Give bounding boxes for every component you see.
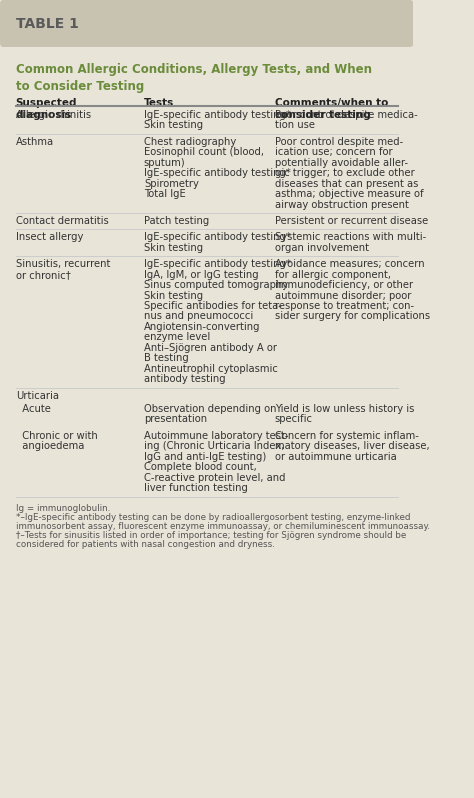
Text: Acute: Acute bbox=[16, 404, 51, 414]
Text: Angiotensin-converting: Angiotensin-converting bbox=[144, 322, 260, 332]
Text: IgE-specific antibody testing*: IgE-specific antibody testing* bbox=[144, 259, 291, 269]
FancyBboxPatch shape bbox=[0, 0, 414, 798]
Text: Poor control despite med-: Poor control despite med- bbox=[275, 137, 403, 147]
Text: Urticaria: Urticaria bbox=[16, 390, 59, 401]
Text: Antineutrophil cytoplasmic: Antineutrophil cytoplasmic bbox=[144, 364, 278, 373]
Text: angioedema: angioedema bbox=[16, 441, 84, 452]
Text: response to treatment; con-: response to treatment; con- bbox=[275, 301, 414, 311]
Text: Sinusitis, recurrent: Sinusitis, recurrent bbox=[16, 259, 110, 269]
Text: specific: specific bbox=[275, 414, 313, 425]
Text: Skin testing: Skin testing bbox=[144, 243, 203, 253]
FancyBboxPatch shape bbox=[0, 0, 413, 47]
Text: organ involvement: organ involvement bbox=[275, 243, 369, 253]
Text: Tests: Tests bbox=[144, 98, 174, 108]
Text: diseases that can present as: diseases that can present as bbox=[275, 179, 418, 188]
Text: Autoimmune laboratory test-: Autoimmune laboratory test- bbox=[144, 431, 288, 440]
Text: ication use; concern for: ication use; concern for bbox=[275, 148, 392, 157]
Text: matory diseases, liver disease,: matory diseases, liver disease, bbox=[275, 441, 429, 452]
Text: potentially avoidable aller-: potentially avoidable aller- bbox=[275, 158, 408, 168]
Text: Yield is low unless history is: Yield is low unless history is bbox=[275, 404, 414, 414]
Text: or autoimmune urticaria: or autoimmune urticaria bbox=[275, 452, 396, 462]
Text: gic trigger; to exclude other: gic trigger; to exclude other bbox=[275, 168, 414, 178]
Text: nus and pneumococci: nus and pneumococci bbox=[144, 311, 253, 322]
Text: Concern for systemic inflam-: Concern for systemic inflam- bbox=[275, 431, 419, 440]
Text: ing (Chronic Urticaria Index,: ing (Chronic Urticaria Index, bbox=[144, 441, 284, 452]
Text: tion use: tion use bbox=[275, 120, 315, 130]
Text: Observation depending on: Observation depending on bbox=[144, 404, 276, 414]
Text: sputum): sputum) bbox=[144, 158, 185, 168]
Text: antibody testing: antibody testing bbox=[144, 374, 226, 384]
Text: or chronic†: or chronic† bbox=[16, 270, 71, 280]
Text: Common Allergic Conditions, Allergy Tests, and When
to Consider Testing: Common Allergic Conditions, Allergy Test… bbox=[16, 63, 372, 93]
Text: IgA, IgM, or IgG testing: IgA, IgM, or IgG testing bbox=[144, 270, 258, 280]
Text: Eosinophil count (blood,: Eosinophil count (blood, bbox=[144, 148, 264, 157]
Text: Contact dermatitis: Contact dermatitis bbox=[16, 216, 109, 226]
Text: Insect allergy: Insect allergy bbox=[16, 232, 83, 243]
Text: IgG and anti-IgE testing): IgG and anti-IgE testing) bbox=[144, 452, 266, 462]
Text: immunosorbent assay, fluorescent enzyme immunoassay, or chemiluminescent immunoa: immunosorbent assay, fluorescent enzyme … bbox=[16, 522, 430, 531]
Text: Sinus computed tomography: Sinus computed tomography bbox=[144, 280, 288, 290]
Text: Patch testing: Patch testing bbox=[144, 216, 209, 226]
Text: Complete blood count,: Complete blood count, bbox=[144, 462, 256, 472]
Text: sider surgery for complications: sider surgery for complications bbox=[275, 311, 430, 322]
Text: Chronic or with: Chronic or with bbox=[16, 431, 98, 440]
Text: asthma; objective measure of: asthma; objective measure of bbox=[275, 189, 423, 199]
Text: Avoidance measures; concern: Avoidance measures; concern bbox=[275, 259, 424, 269]
Text: †–Tests for sinusitis listed in order of importance; testing for Sjögren syndrom: †–Tests for sinusitis listed in order of… bbox=[16, 531, 406, 539]
Text: Anti–Sjögren antibody A or: Anti–Sjögren antibody A or bbox=[144, 343, 277, 353]
Text: liver function testing: liver function testing bbox=[144, 483, 248, 493]
Text: Suspected
diagnosis: Suspected diagnosis bbox=[16, 98, 77, 120]
Text: Systemic reactions with multi-: Systemic reactions with multi- bbox=[275, 232, 426, 243]
Text: Persistent or recurrent disease: Persistent or recurrent disease bbox=[275, 216, 428, 226]
Text: airway obstruction present: airway obstruction present bbox=[275, 200, 409, 210]
Text: Skin testing: Skin testing bbox=[144, 120, 203, 130]
Text: considered for patients with nasal congestion and dryness.: considered for patients with nasal conge… bbox=[16, 540, 274, 549]
Text: Ig = immunoglobulin.: Ig = immunoglobulin. bbox=[16, 504, 110, 512]
Text: Comments/when to
consider testing: Comments/when to consider testing bbox=[275, 98, 388, 120]
Text: *–IgE-specific antibody testing can be done by radioallergosorbent testing, enzy: *–IgE-specific antibody testing can be d… bbox=[16, 512, 410, 522]
Text: Total IgE: Total IgE bbox=[144, 189, 186, 199]
Text: IgE-specific antibody testing*: IgE-specific antibody testing* bbox=[144, 168, 291, 178]
Text: Allergic rhinitis: Allergic rhinitis bbox=[16, 110, 91, 120]
Text: enzyme level: enzyme level bbox=[144, 332, 210, 342]
Text: Asthma: Asthma bbox=[16, 137, 54, 147]
Text: IgE-specific antibody testing*: IgE-specific antibody testing* bbox=[144, 232, 291, 243]
Text: Skin testing: Skin testing bbox=[144, 290, 203, 301]
Text: Spirometry: Spirometry bbox=[144, 179, 199, 188]
Text: immunodeficiency, or other: immunodeficiency, or other bbox=[275, 280, 413, 290]
Text: Poor control despite medica-: Poor control despite medica- bbox=[275, 110, 418, 120]
Text: B testing: B testing bbox=[144, 354, 189, 363]
Text: Specific antibodies for teta-: Specific antibodies for teta- bbox=[144, 301, 282, 311]
Text: autoimmune disorder; poor: autoimmune disorder; poor bbox=[275, 290, 411, 301]
Text: TABLE 1: TABLE 1 bbox=[16, 17, 79, 31]
Text: for allergic component,: for allergic component, bbox=[275, 270, 391, 280]
Text: IgE-specific antibody testing*: IgE-specific antibody testing* bbox=[144, 110, 291, 120]
Text: C-reactive protein level, and: C-reactive protein level, and bbox=[144, 472, 285, 483]
Text: Chest radiography: Chest radiography bbox=[144, 137, 236, 147]
Text: presentation: presentation bbox=[144, 414, 207, 425]
